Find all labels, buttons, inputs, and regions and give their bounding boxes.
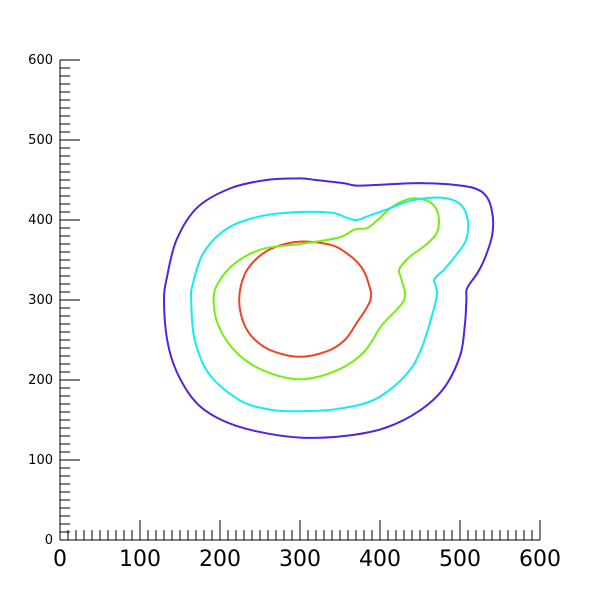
x-tick-label: 500 (439, 547, 481, 572)
y-tick-label: 0 (45, 533, 53, 548)
x-tick-label: 400 (359, 547, 401, 572)
y-tick-label: 300 (28, 293, 53, 308)
x-tick-label: 300 (279, 547, 321, 572)
contour-line-2 (212, 197, 440, 381)
contour-line-1 (238, 240, 373, 358)
y-tick-label: 500 (28, 133, 53, 148)
y-tick-label: 100 (28, 453, 53, 468)
contour-line-3 (190, 196, 470, 413)
y-tick-label: 400 (28, 213, 53, 228)
contour-line-4 (163, 177, 495, 439)
y-tick-label: 600 (28, 53, 53, 68)
x-tick-label: 0 (53, 547, 67, 572)
contour-lines (163, 177, 495, 439)
x-tick-label: 200 (199, 547, 241, 572)
x-tick-label: 100 (119, 547, 161, 572)
axes: 0 100 200 300 400 500 600 0 100 200 300 400 500 600 (28, 53, 561, 572)
x-tick-label: 600 (519, 547, 561, 572)
y-tick-label: 200 (28, 373, 53, 388)
